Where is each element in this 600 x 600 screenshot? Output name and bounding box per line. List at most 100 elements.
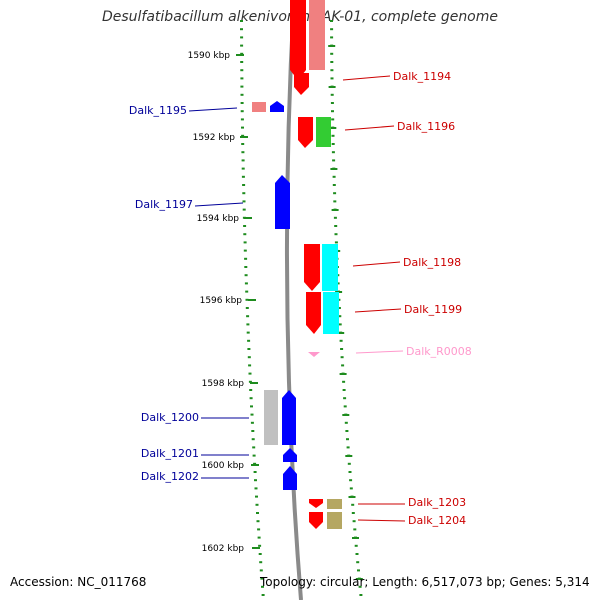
tick-mark: [349, 487, 353, 490]
gene-label-dalk-1198[interactable]: Dalk_1198: [403, 256, 461, 269]
gene-label-dalk-1203[interactable]: Dalk_1203: [408, 496, 466, 509]
feature-dalk-1197-gene[interactable]: [275, 175, 290, 229]
tick-mark: [240, 20, 243, 22]
tick-mark: [354, 544, 358, 547]
tick-mark: [336, 282, 340, 285]
scale-label-1592: 1592 kbp: [193, 133, 236, 143]
tick-mark: [331, 151, 335, 154]
tick-mark: [331, 134, 335, 137]
scale-label-1600: 1600 kbp: [202, 461, 245, 471]
feature-dalk-1194-end[interactable]: [294, 73, 309, 95]
tick-mark-major: [330, 168, 338, 170]
tick-mark: [343, 405, 347, 408]
feature-dalk-1199-gene[interactable]: [306, 292, 321, 334]
feature-dalk-1204-cds[interactable]: [327, 512, 342, 529]
reverse-features: [252, 101, 297, 490]
tick-mark: [333, 216, 337, 219]
tick-mark: [255, 503, 259, 506]
tick-mark: [340, 348, 344, 350]
feature-dalk-1203-gene[interactable]: [309, 499, 323, 508]
tick-mark-major: [348, 496, 356, 498]
tick-mark: [330, 61, 334, 63]
tick-mark: [331, 143, 335, 145]
feature-dalk-1202-gene[interactable]: [283, 466, 297, 490]
feature-dalk-1195-gene[interactable]: [270, 101, 284, 112]
genome-backbone: [284, 0, 303, 600]
tick-mark: [359, 594, 363, 596]
tick-mark: [241, 143, 245, 145]
gene-label-dalk-1200[interactable]: Dalk_1200: [141, 411, 199, 424]
gene-label-dalk-1199[interactable]: Dalk_1199: [404, 303, 462, 316]
tick-mark: [348, 471, 352, 473]
tick-mark: [242, 208, 246, 211]
scale-label-1594: 1594 kbp: [197, 214, 240, 224]
feature-dalk-1203-cds[interactable]: [327, 499, 342, 509]
feature-dalk-r0008-rna[interactable]: [308, 352, 320, 357]
tick-mark: [245, 298, 249, 301]
tick-mark: [241, 175, 245, 178]
tick-mark: [330, 93, 334, 96]
tick-mark: [240, 118, 244, 121]
tick-mark: [246, 331, 250, 334]
tick-mark: [254, 487, 258, 490]
feature-dalk-1201-gene[interactable]: [283, 448, 297, 462]
feature-dalk-1194-gene[interactable]: [290, 0, 306, 80]
feature-dalk-1194-cds[interactable]: [309, 0, 325, 70]
connector-dalk-1197: [194, 202, 244, 207]
tick-mark: [259, 569, 263, 572]
tick-mark: [256, 520, 260, 523]
tick-mark: [245, 290, 249, 293]
gene-label-dalk-1194[interactable]: Dalk_1194: [393, 70, 451, 83]
tick-mark: [240, 28, 243, 31]
tick-mark: [244, 274, 248, 277]
tick-mark: [240, 102, 244, 104]
tick-mark: [352, 520, 356, 523]
gene-label-dalk-1195[interactable]: Dalk_1195: [129, 104, 187, 117]
gene-label-dalk-1196[interactable]: Dalk_1196: [397, 120, 455, 133]
tick-mark: [330, 20, 333, 22]
feature-dalk-1200-gene[interactable]: [282, 390, 296, 445]
tick-mark: [334, 233, 338, 236]
tick-mark-major: [342, 414, 350, 416]
tick-mark: [244, 257, 248, 260]
tick-mark: [250, 413, 254, 416]
tick-mark: [251, 430, 255, 432]
tick-mark: [355, 553, 359, 555]
gene-label-dalk-1202[interactable]: Dalk_1202: [141, 470, 199, 483]
feature-dalk-1195-cds[interactable]: [252, 102, 266, 112]
gene-label-dalk-1197[interactable]: Dalk_1197: [135, 198, 193, 211]
tick-mark: [243, 241, 247, 244]
connector-dalk-1204: [357, 519, 406, 522]
tick-mark: [330, 77, 334, 80]
tick-mark: [241, 151, 245, 154]
tick-mark: [252, 454, 256, 457]
tick-mark: [342, 389, 346, 391]
scale-label-1598: 1598 kbp: [202, 379, 245, 389]
tick-mark: [349, 479, 353, 482]
feature-dalk-1198-gene[interactable]: [304, 244, 320, 291]
tick-mark: [334, 225, 338, 227]
tick-mark: [254, 479, 257, 482]
gene-label-dalk-r0008[interactable]: Dalk_R0008: [406, 345, 472, 358]
gene-label-dalk-1204[interactable]: Dalk_1204: [408, 514, 466, 527]
tick-mark: [243, 233, 247, 236]
topology-text: Topology: circular; Length: 6,517,073 bp…: [260, 575, 590, 589]
tick-mark: [330, 36, 334, 39]
tick-mark-major: [339, 373, 347, 375]
connector-dalk-r0008: [355, 350, 404, 354]
feature-dalk-1196-gene[interactable]: [298, 117, 313, 148]
feature-dalk-1199-cds[interactable]: [323, 292, 339, 334]
tick-mark: [255, 495, 258, 498]
gene-label-dalk-1201[interactable]: Dalk_1201: [141, 447, 199, 460]
tick-mark-major: [352, 537, 359, 539]
tick-mark: [341, 364, 345, 367]
tick-mark-major: [328, 45, 336, 47]
feature-dalk-1198-cds[interactable]: [322, 244, 338, 291]
feature-dalk-1200-cds[interactable]: [264, 390, 278, 445]
tick-mark: [333, 192, 337, 195]
tick-mark: [243, 249, 247, 252]
tick-mark: [240, 93, 244, 96]
feature-dalk-1196-cds[interactable]: [316, 117, 331, 147]
feature-dalk-1204-gene[interactable]: [309, 512, 323, 529]
